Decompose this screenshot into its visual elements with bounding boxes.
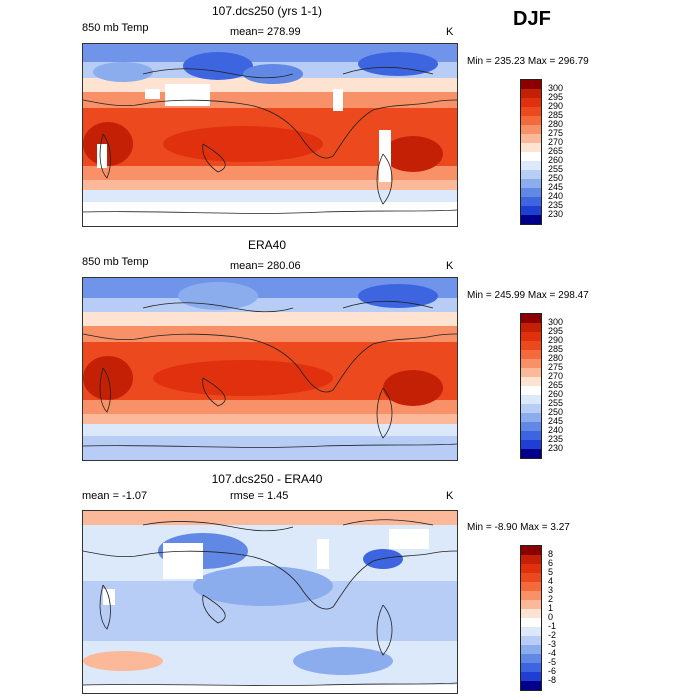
tick: 295 <box>548 326 564 336</box>
panel-3-mean-label: mean = -1.07 <box>82 490 148 502</box>
panel-2-title: ERA40 <box>247 238 287 252</box>
tick: 300 <box>548 317 564 327</box>
tick: 2 <box>548 594 554 604</box>
tick: 230 <box>548 443 564 453</box>
tick: 290 <box>548 101 564 111</box>
panel-2-colorbar <box>520 313 542 459</box>
tick: 8 <box>548 549 554 559</box>
tick: 235 <box>548 200 564 210</box>
tick: 255 <box>548 398 564 408</box>
panel-3-units-label: K <box>446 490 454 502</box>
panel-1-title: 107.dcs250 (yrs 1-1) <box>211 4 323 18</box>
panel-2-mean-label: mean= 280.06 <box>230 260 301 272</box>
tick: -8 <box>548 675 557 685</box>
tick: 1 <box>548 603 554 613</box>
tick: 270 <box>548 371 564 381</box>
tick: 5 <box>548 567 554 577</box>
tick: 270 <box>548 137 564 147</box>
season-label: DJF <box>513 8 551 30</box>
tick: 285 <box>548 110 564 120</box>
tick: 230 <box>548 209 564 219</box>
tick: 265 <box>548 380 564 390</box>
panel-3-colorbar-ticks: 8 6 5 4 3 2 1 0 -1 -2 -3 -4 -5 -6 -8 <box>548 550 556 685</box>
tick: 280 <box>548 119 564 129</box>
panel-1-map <box>82 43 458 227</box>
tick: 235 <box>548 434 564 444</box>
tick: 265 <box>548 146 564 156</box>
panel-1-mean-label: mean= 278.99 <box>230 26 301 38</box>
tick: 245 <box>548 182 564 192</box>
tick: -2 <box>548 630 557 640</box>
panel-1-colorbar-ticks: 300 295 290 285 280 275 270 265 260 255 … <box>548 84 563 219</box>
tick: 290 <box>548 335 564 345</box>
tick: 275 <box>548 362 564 372</box>
tick: -5 <box>548 657 557 667</box>
tick: 250 <box>548 407 564 417</box>
tick: -3 <box>548 639 557 649</box>
panel-3-map <box>82 510 458 694</box>
panel-2-minmax: Min = 245.99 Max = 298.47 <box>467 290 589 301</box>
tick: 280 <box>548 353 564 363</box>
tick: 0 <box>548 612 554 622</box>
tick: 300 <box>548 83 564 93</box>
panel-3-rmse-label: rmse = 1.45 <box>230 490 289 502</box>
tick: 6 <box>548 558 554 568</box>
panel-1-units-label: K <box>446 26 454 38</box>
panel-2-units-label: K <box>446 260 454 272</box>
tick: 245 <box>548 416 564 426</box>
tick: 250 <box>548 173 564 183</box>
panel-2-map <box>82 277 458 461</box>
tick: 275 <box>548 128 564 138</box>
tick: 285 <box>548 344 564 354</box>
panel-3-colorbar <box>520 545 542 691</box>
tick: 260 <box>548 155 564 165</box>
tick: -4 <box>548 648 557 658</box>
tick: 255 <box>548 164 564 174</box>
panel-2-colorbar-ticks: 300 295 290 285 280 275 270 265 260 255 … <box>548 318 563 453</box>
panel-3-title: 107.dcs250 - ERA40 <box>211 472 323 486</box>
tick: 240 <box>548 191 564 201</box>
tick: 4 <box>548 576 554 586</box>
tick: 240 <box>548 425 564 435</box>
panel-3-minmax: Min = -8.90 Max = 3.27 <box>467 522 570 533</box>
tick: -6 <box>548 666 557 676</box>
tick: 3 <box>548 585 554 595</box>
tick: 295 <box>548 92 564 102</box>
panel-1-minmax: Min = 235.23 Max = 296.79 <box>467 56 589 67</box>
tick: 260 <box>548 389 564 399</box>
panel-2-variable-label: 850 mb Temp <box>82 256 149 268</box>
panel-1-colorbar <box>520 79 542 225</box>
tick: -1 <box>548 621 557 631</box>
panel-1-variable-label: 850 mb Temp <box>82 22 149 34</box>
